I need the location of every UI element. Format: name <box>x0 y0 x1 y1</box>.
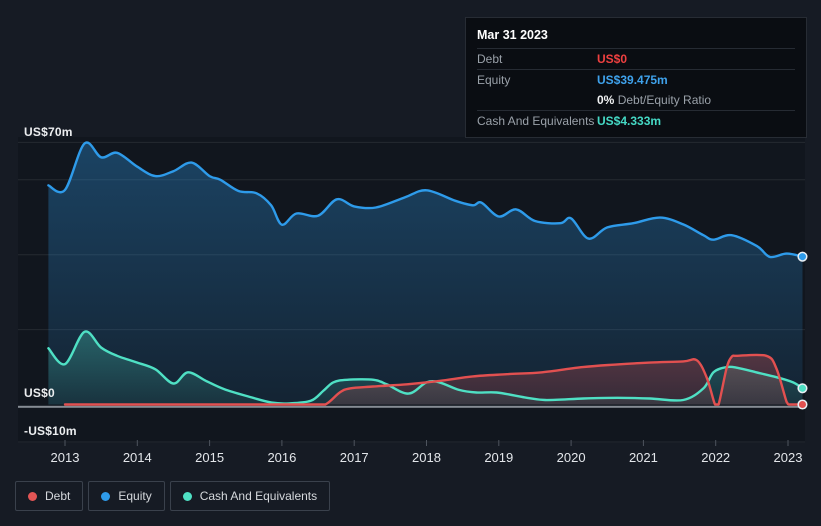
x-axis-label-2014: 2014 <box>123 450 152 465</box>
tooltip-equity-value: US$39.475m <box>597 73 668 87</box>
x-axis-label-2013: 2013 <box>51 450 80 465</box>
tooltip-debt-label: Debt <box>477 52 503 66</box>
legend-debt-label: Debt <box>45 489 71 503</box>
equity-area <box>48 142 803 405</box>
debt-legend-dot-icon <box>28 491 37 501</box>
equity-end-marker <box>797 251 808 262</box>
y-axis-label-0: US$0 <box>24 386 55 400</box>
y-axis-label-70m: US$70m <box>24 125 73 139</box>
tooltip-row-ratio: 0% Debt/Equity Ratio <box>477 90 795 110</box>
legend-cash-label: Cash And Equivalents <box>199 489 318 503</box>
x-axis-label-2022: 2022 <box>701 450 730 465</box>
legend: Debt Equity Cash And Equivalents <box>15 481 335 511</box>
debt-line <box>63 353 804 406</box>
legend-item-equity[interactable]: Equity <box>88 481 165 511</box>
x-axis-label-2021: 2021 <box>629 450 658 465</box>
tooltip-ratio-value: 0% <box>597 93 615 107</box>
x-axis-label-2017: 2017 <box>340 450 369 465</box>
cash-end-marker <box>797 383 808 394</box>
tooltip-row-cash: Cash And Equivalents US$4.333m <box>477 110 795 131</box>
tooltip-cash-label: Cash And Equivalents <box>477 114 595 128</box>
tooltip: Mar 31 2023 Debt US$0 Equity US$39.475m … <box>465 17 807 138</box>
legend-item-debt[interactable]: Debt <box>15 481 84 511</box>
legend-equity-label: Equity <box>118 489 152 503</box>
cash-line <box>47 330 804 405</box>
tooltip-cash-value: US$4.333m <box>597 114 662 128</box>
tooltip-equity-label: Equity <box>477 73 511 87</box>
x-axis-label-2019: 2019 <box>484 450 513 465</box>
x-axis-label-2023: 2023 <box>774 450 803 465</box>
tooltip-ratio-label: Debt/Equity Ratio <box>617 93 712 107</box>
x-axis-label-2016: 2016 <box>267 450 296 465</box>
x-axis-label-2018: 2018 <box>412 450 441 465</box>
tooltip-row-debt: Debt US$0 <box>477 48 795 69</box>
tooltip-debt-value: US$0 <box>597 52 628 66</box>
tooltip-row-equity: Equity US$39.475m <box>477 69 795 90</box>
x-axis-label-2020: 2020 <box>557 450 586 465</box>
debt-end-marker <box>797 399 808 410</box>
zero-axis-line <box>18 405 805 408</box>
equity-legend-dot-icon <box>101 491 111 501</box>
equity-line <box>47 141 804 259</box>
x-axis-label-2015: 2015 <box>195 450 224 465</box>
cash-legend-dot-icon <box>182 491 192 501</box>
debt-area <box>65 354 803 405</box>
legend-item-cash[interactable]: Cash And Equivalents <box>169 481 331 511</box>
tooltip-date: Mar 31 2023 <box>477 28 548 42</box>
y-axis-label-neg10m: -US$10m <box>24 424 77 438</box>
